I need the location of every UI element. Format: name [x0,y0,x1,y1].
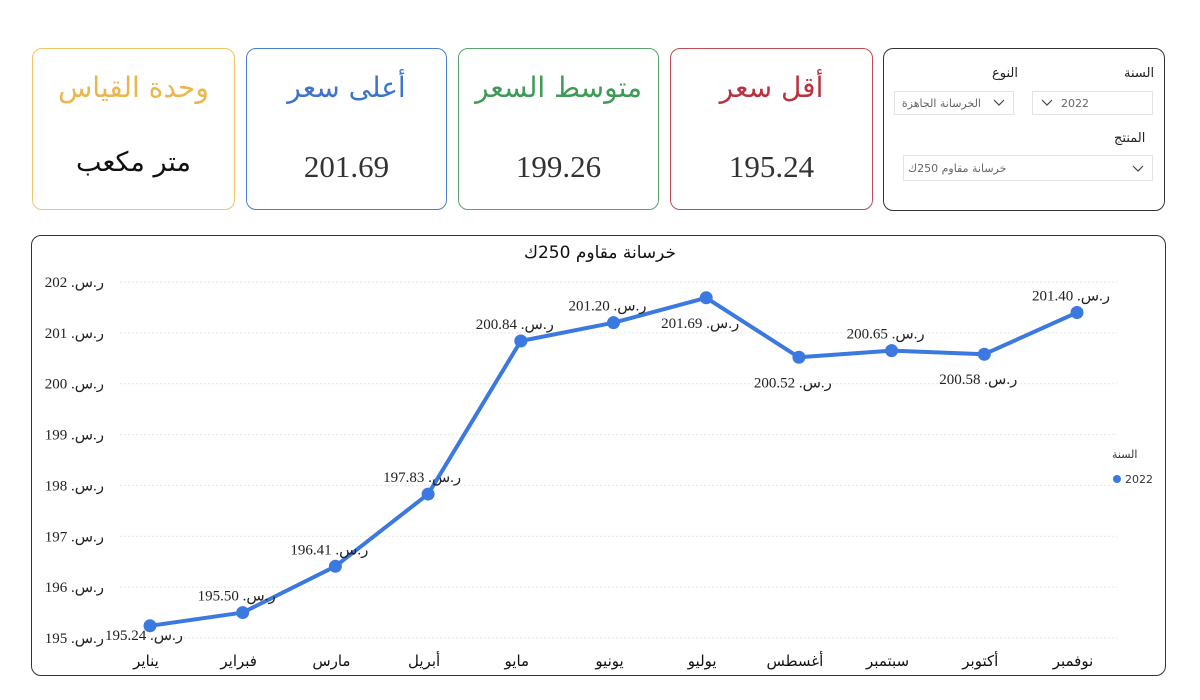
legend-series-label: 2022 [1125,473,1153,486]
y-tick-label: 202 .ر.س [45,275,104,291]
avg-price-title: متوسط السعر [474,71,643,104]
x-tick-label: نوفمبر [1052,652,1094,670]
x-tick-label: مايو [504,652,530,670]
x-tick-label: يوليو [687,652,717,670]
data-label: 197.83 .ر.س [383,470,461,486]
y-tick-label: 201 .ر.س [45,326,104,342]
data-label: 201.69 .ر.س [661,316,739,332]
avg-price-card: متوسط السعر 199.26 [458,48,659,210]
chevron-down-icon [1041,99,1053,106]
legend-marker [1113,475,1121,483]
type-dropdown[interactable]: الخرسانة الجاهزة [894,91,1014,115]
series-line-2022 [149,295,1078,628]
price-line-chart: خرسانة مقاوم 250ك 195 .ر.س 196 .ر.س 197 .ر… [31,235,1166,676]
data-point [792,350,806,364]
type-dropdown-text: الخرسانة الجاهزة [901,96,981,110]
year-dropdown[interactable]: 2022 [1032,91,1153,115]
chevron-down-icon [993,99,1005,106]
data-point [977,347,991,361]
min-price-value: 195.24 [728,149,815,184]
data-point [699,291,713,305]
data-label: 196.41 .ر.س [290,542,368,558]
y-tick-label: 196 .ر.س [45,580,104,596]
min-price-title: أقل سعر [719,71,824,104]
chevron-down-icon [1132,165,1144,172]
x-tick-label: يونيو [594,652,623,670]
x-tick-label: سبتمبر [865,652,909,670]
x-tick-label: فبراير [219,652,257,670]
data-point [143,619,157,633]
data-label: 200.52 .ر.س [754,375,832,391]
x-tick-label: أكتوبر [961,651,998,670]
year-filter-label: السنة [1124,66,1155,81]
type-filter-label: النوع [992,66,1018,81]
chart-title: خرسانة مقاوم 250ك [524,243,676,263]
y-tick-label: 195 .ر.س [45,631,104,647]
data-point [514,334,528,348]
product-filter-label: المنتج [1114,131,1146,146]
data-label: 200.65 .ر.س [847,327,925,343]
y-tick-label: 198 .ر.س [45,478,104,494]
min-price-card: أقل سعر 195.24 [670,48,873,210]
avg-price-value: 199.26 [515,149,602,184]
data-point [1070,306,1084,320]
legend-title: السنة [1112,448,1137,461]
year-dropdown-text: 2022 [1061,96,1089,110]
data-label: 200.58 .ر.س [939,372,1017,388]
x-tick-label: أغسطس [766,651,823,670]
unit-card-value: متر مكعب [75,147,191,178]
max-price-title: أعلى سعر [287,71,406,104]
data-label: 195.24 .ر.س [105,628,183,644]
data-point [885,344,899,358]
y-tick-label: 200 .ر.س [45,377,104,393]
y-tick-label: 199 .ر.س [45,428,104,444]
product-dropdown[interactable]: خرسانة مقاوم 250ك [903,155,1153,181]
data-label: 201.40 .ر.س [1032,289,1110,305]
chart-canvas: خرسانة مقاوم 250ك 195 .ر.س 196 .ر.س 197 .ر… [45,243,1153,670]
data-label: 201.20 .ر.س [568,299,646,315]
data-point [236,606,250,620]
data-point [328,559,342,573]
data-point [421,487,435,501]
x-tick-label: مارس [312,652,350,670]
x-tick-label: أبريل [408,651,440,670]
unit-card-title: وحدة القياس [58,71,209,104]
data-label: 200.84 .ر.س [476,317,554,333]
filters-panel: السنة النوع 2022 الخرسانة الجاهزة المنتج… [883,48,1165,211]
data-point [607,316,620,330]
max-price-card: أعلى سعر 201.69 [246,48,447,210]
x-tick-label: يناير [132,652,159,670]
y-tick-label: 197 .ر.س [45,529,104,545]
max-price-value: 201.69 [303,149,390,184]
data-label: 195.50 .ر.س [198,589,276,605]
unit-card: وحدة القياس متر مكعب [32,48,235,210]
product-dropdown-text: خرسانة مقاوم 250ك [908,161,1007,175]
